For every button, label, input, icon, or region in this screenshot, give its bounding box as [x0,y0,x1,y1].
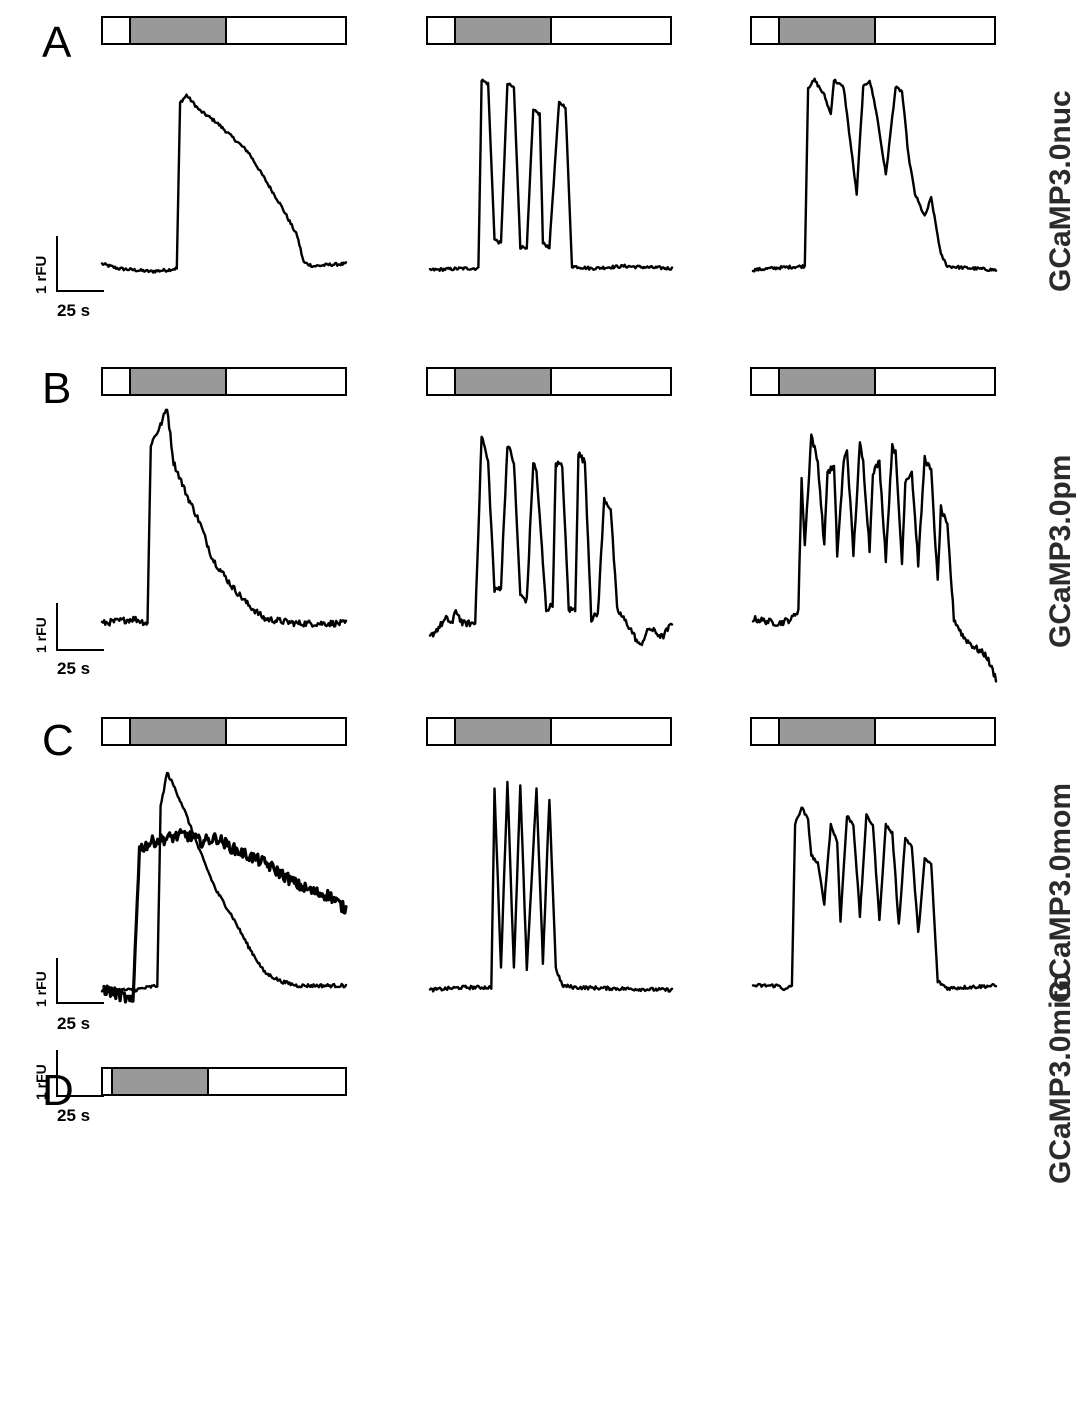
stimulus-bar-b1-on [129,367,227,396]
scale-bar-a-lines [56,236,104,292]
scale-bar-c-lines [56,958,104,1004]
row-label-b: GCaMP3.0pm [1044,455,1077,648]
trace-b1 [100,408,348,628]
stimulus-bar-a3-on [778,16,876,45]
row-label-a: GCaMP3.0nuc [1044,90,1077,292]
scale-bar-a-x-label: 25 s [57,301,90,320]
row-label-d: GCaMP3.0mito [1044,972,1077,1184]
stimulus-bar-c3-on [778,717,876,746]
trace-c2 [428,780,674,993]
panel-letter-c: C [42,716,74,765]
scale-bar-b-y-label: 1 rFU [33,617,49,653]
panel-letter-b: B [42,364,71,413]
stimulus-bar-b1 [101,367,347,396]
scale-bar-b: 1 rFU 25 s [33,603,104,678]
stimulus-bar-c1-on [129,717,227,746]
scale-bar-b-lines [56,603,104,651]
stimulus-bar-c2-on [454,717,552,746]
trace-a2 [428,78,674,272]
trace-b2 [428,435,674,647]
stimulus-bar-a2 [426,16,672,45]
stimulus-bar-d1-on [111,1067,209,1096]
stimulus-bar-b3-on [778,367,876,396]
scale-bar-c-x-label: 25 s [57,1014,90,1033]
stimulus-bar-b3 [750,367,996,396]
scale-bar-b-x-label: 25 s [57,659,90,678]
stimulus-bar-c1 [101,717,347,746]
trace-b3 [751,433,998,683]
stimulus-bar-d1 [101,1067,347,1096]
scale-bar-c-y-label: 1 rFU [33,971,49,1007]
scale-bar-d: 1 rFU 25 s [33,1050,104,1125]
scale-bar-d-y-label: 1 rFU [33,1064,49,1100]
stimulus-bar-c3 [750,717,996,746]
trace-d1 [102,828,348,1004]
stimulus-bar-b2-on [454,367,552,396]
row-label-c: GCaMP3.0mom [1044,783,1077,1003]
scale-bar-a-y-label: 1 rFU [33,256,50,294]
scale-bar-c: 1 rFU 25 s [33,958,104,1033]
stimulus-bar-b2 [426,367,672,396]
trace-a1 [100,93,348,274]
scale-bar-d-x-label: 25 s [57,1106,90,1125]
stimulus-bar-a1-on [129,16,227,45]
scale-bar-d-lines [56,1050,104,1097]
stimulus-bar-a2-on [454,16,552,45]
trace-c3 [751,806,998,992]
trace-c1 [100,771,348,993]
panel-letter-a: A [42,18,72,67]
stimulus-bar-a1 [101,16,347,45]
trace-a3 [751,77,998,273]
stimulus-bar-a3 [750,16,996,45]
scale-bar-a: 1 rFU 25 s [33,236,104,320]
stimulus-bar-c2 [426,717,672,746]
